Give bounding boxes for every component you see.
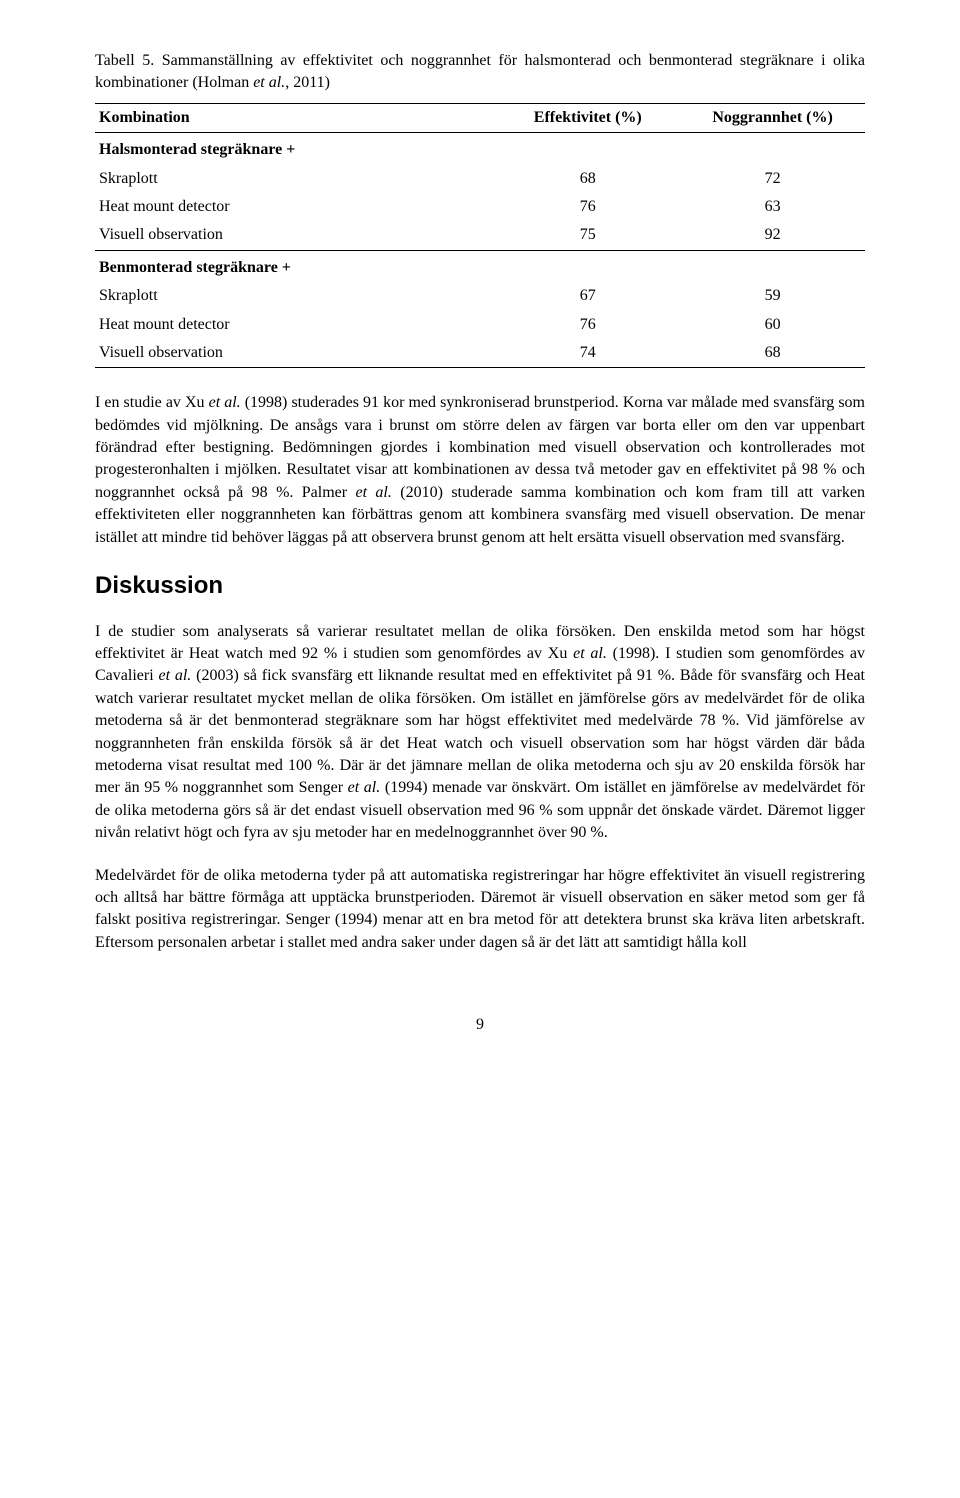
row-eff: 67 <box>495 282 680 310</box>
row-nog: 92 <box>680 221 865 250</box>
row-label: Visuell observation <box>95 339 495 368</box>
row-eff: 76 <box>495 311 680 339</box>
row-nog: 59 <box>680 282 865 310</box>
paragraph-1: I en studie av Xu et al. (1998) studerad… <box>95 392 865 549</box>
p1-pre: I en studie av Xu <box>95 394 209 411</box>
table-caption: Tabell 5. Sammanställning av effektivite… <box>95 50 865 95</box>
group-title: Benmonterad stegräknare + <box>95 250 865 282</box>
table-row: Heat mount detector 76 60 <box>95 311 865 339</box>
row-label: Visuell observation <box>95 221 495 250</box>
header-kombination: Kombination <box>95 103 495 132</box>
row-nog: 60 <box>680 311 865 339</box>
row-eff: 75 <box>495 221 680 250</box>
paragraph-3: Medelvärdet för de olika metoderna tyder… <box>95 865 865 955</box>
row-label: Skraplott <box>95 282 495 310</box>
data-table: Kombination Effektivitet (%) Noggrannhet… <box>95 103 865 369</box>
table-row: Visuell observation 75 92 <box>95 221 865 250</box>
header-noggrannhet: Noggrannhet (%) <box>680 103 865 132</box>
p2-i3: et al. <box>348 779 381 796</box>
table-row: Visuell observation 74 68 <box>95 339 865 368</box>
group-title-row: Halsmonterad stegräknare + <box>95 133 865 165</box>
table-row: Heat mount detector 76 63 <box>95 193 865 221</box>
group-title-row: Benmonterad stegräknare + <box>95 250 865 282</box>
group-title: Halsmonterad stegräknare + <box>95 133 865 165</box>
row-eff: 74 <box>495 339 680 368</box>
row-nog: 68 <box>680 339 865 368</box>
table-row: Skraplott 68 72 <box>95 165 865 193</box>
paragraph-2: I de studier som analyserats så varierar… <box>95 621 865 845</box>
row-label: Heat mount detector <box>95 311 495 339</box>
row-nog: 72 <box>680 165 865 193</box>
caption-italic: et al. <box>253 74 285 91</box>
section-heading-diskussion: Diskussion <box>95 569 865 603</box>
p2-i2: et al. <box>158 667 191 684</box>
table-row: Skraplott 67 59 <box>95 282 865 310</box>
caption-post: , 2011) <box>285 74 330 91</box>
row-eff: 76 <box>495 193 680 221</box>
row-eff: 68 <box>495 165 680 193</box>
p1-i2: et al. <box>356 484 392 501</box>
p1-i1: et al. <box>209 394 241 411</box>
p2-mid2: (2003) så fick svansfärg ett liknande re… <box>95 667 865 796</box>
page-number: 9 <box>95 1014 865 1036</box>
row-nog: 63 <box>680 193 865 221</box>
header-effektivitet: Effektivitet (%) <box>495 103 680 132</box>
caption-pre: Tabell 5. Sammanställning av effektivite… <box>95 52 865 91</box>
row-label: Heat mount detector <box>95 193 495 221</box>
row-label: Skraplott <box>95 165 495 193</box>
p2-i1: et al. <box>573 645 607 662</box>
table-header-row: Kombination Effektivitet (%) Noggrannhet… <box>95 103 865 132</box>
